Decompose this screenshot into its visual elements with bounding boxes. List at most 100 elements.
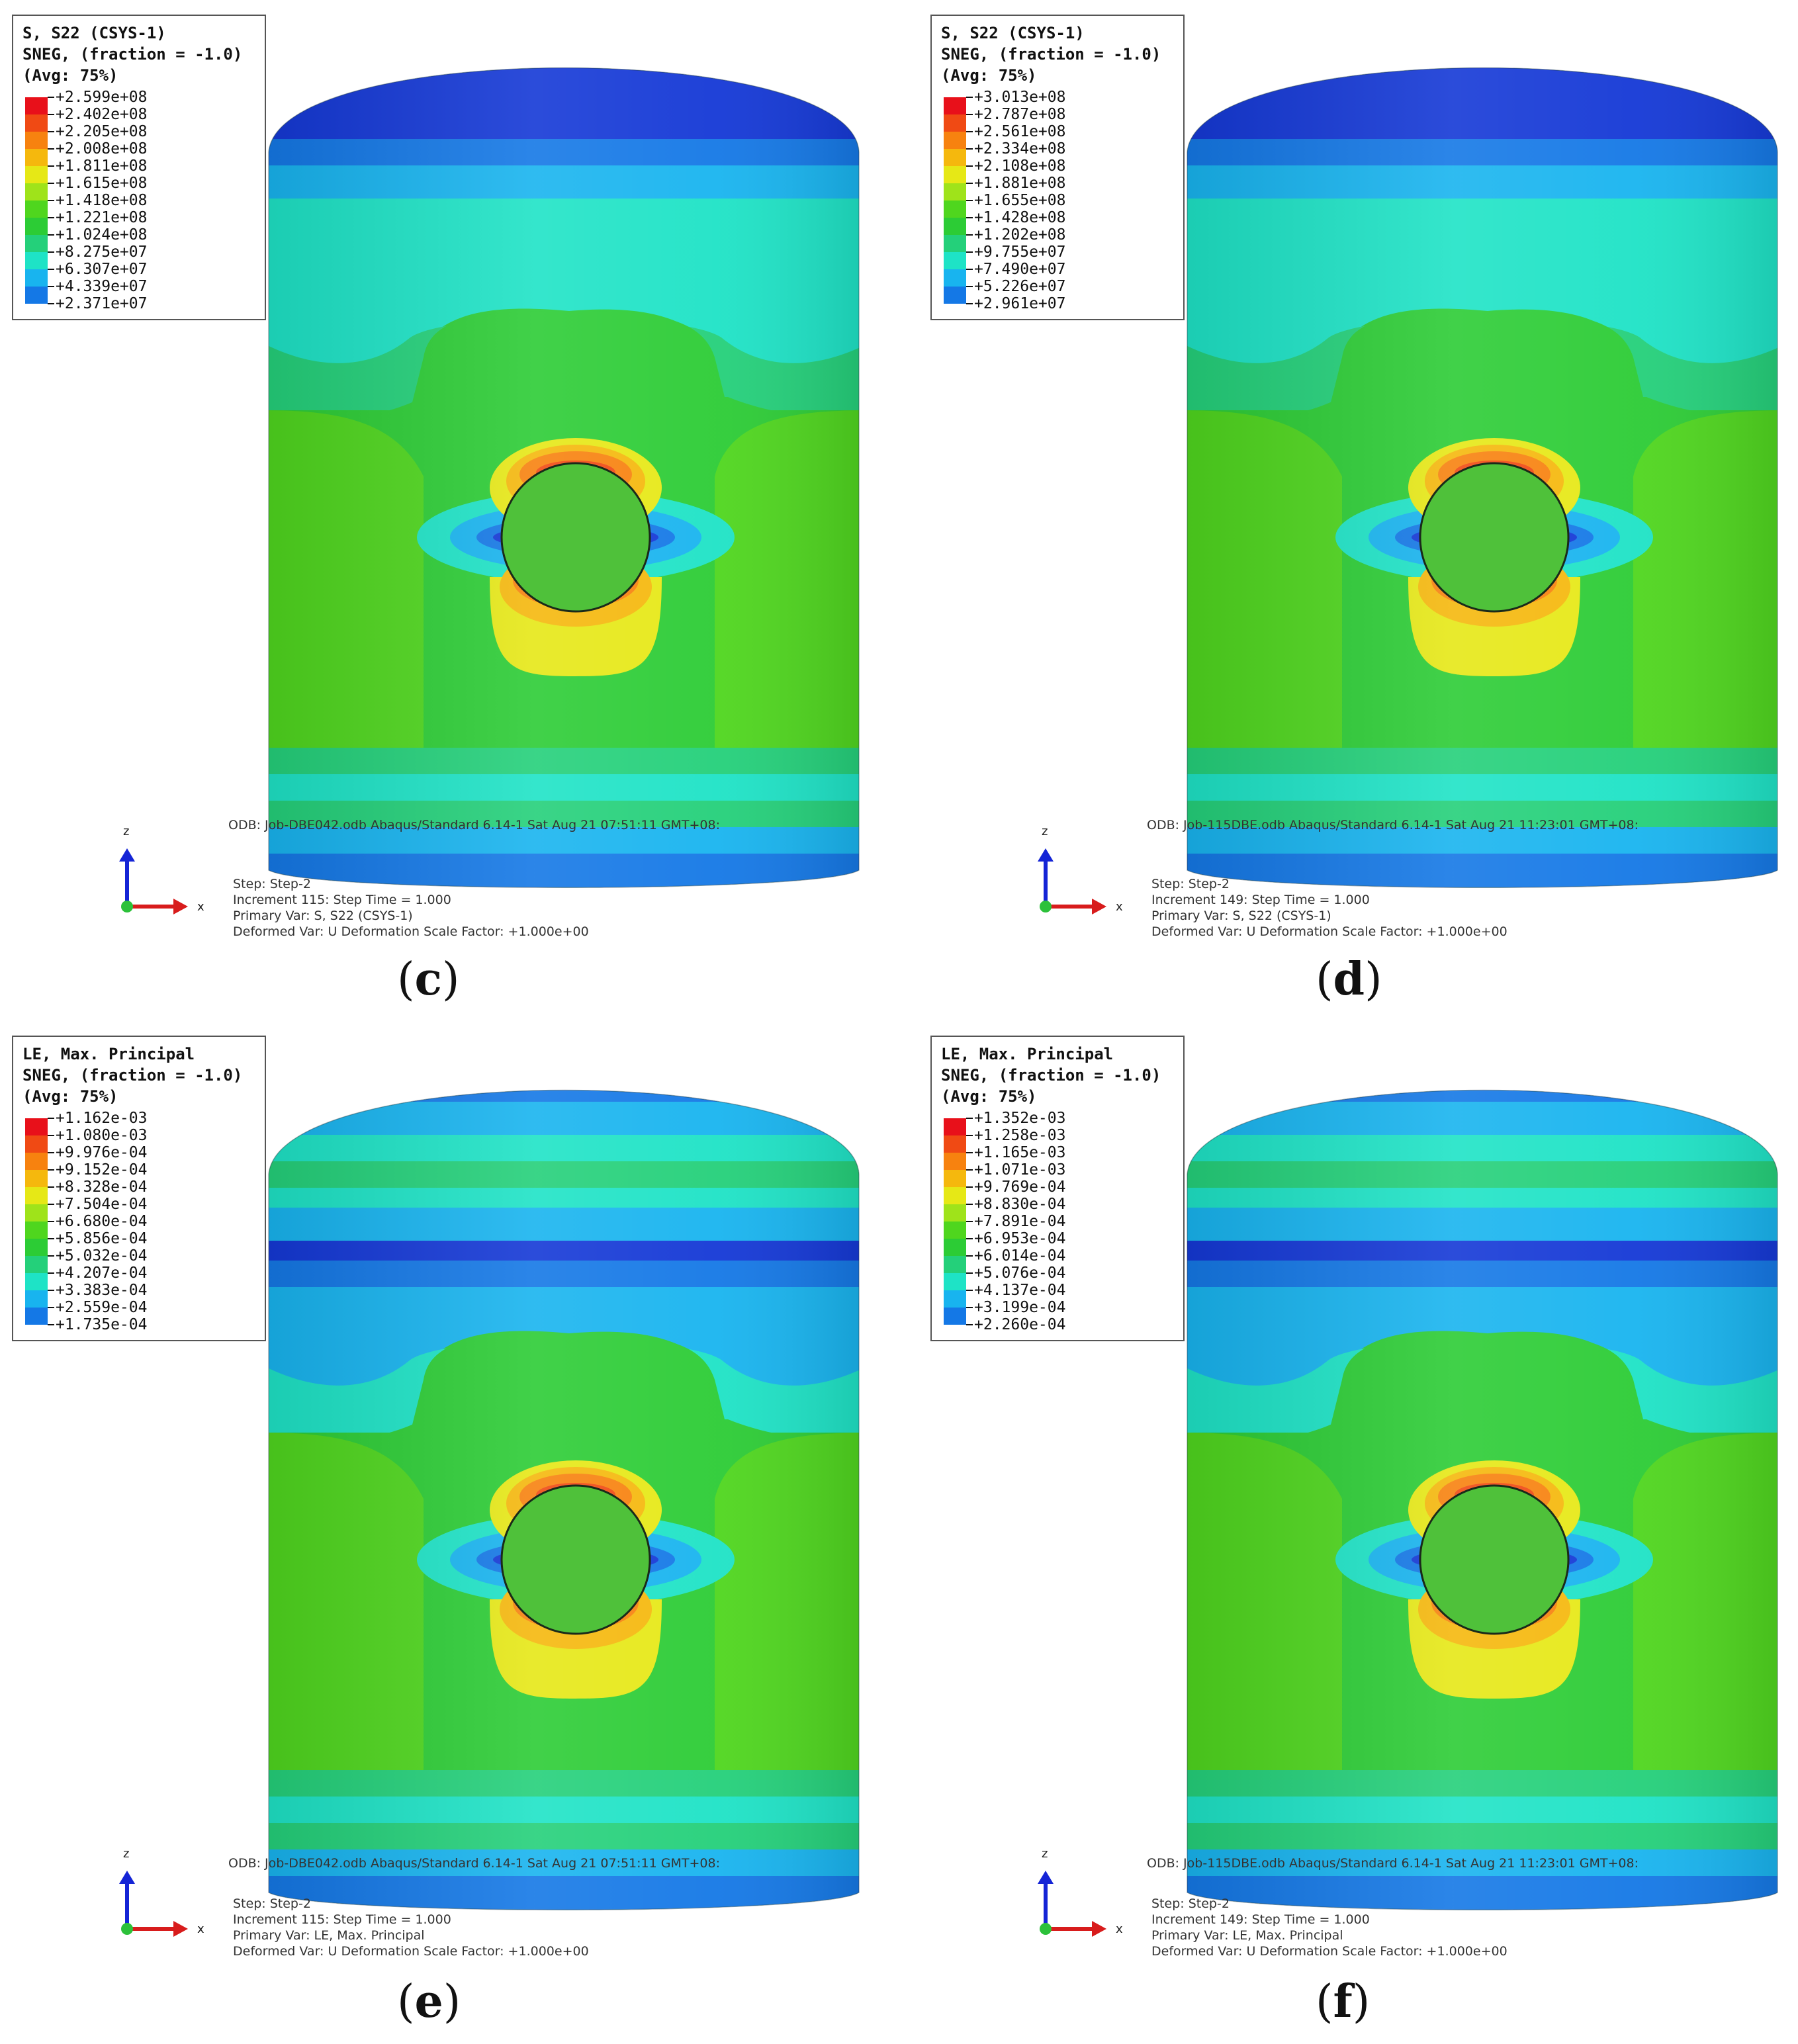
legend-value: +1.428e+08: [974, 209, 1066, 226]
legend-value: +5.032e-04: [56, 1247, 148, 1265]
legend-row: +3.383e-04: [22, 1282, 255, 1308]
nozzle-opening: [1419, 1484, 1570, 1635]
legend-value: +2.260e-04: [974, 1316, 1066, 1333]
legend-swatch: [944, 183, 966, 200]
legend-value: +1.162e-03: [56, 1110, 148, 1127]
legend-swatch: [944, 149, 966, 166]
legend-swatch: [944, 200, 966, 218]
legend-row: +1.655e+08: [941, 192, 1174, 218]
step-info-line: Primary Var: S, S22 (CSYS-1): [1151, 909, 1331, 923]
legend-value: +7.504e-04: [56, 1196, 148, 1213]
legend-swatch: [25, 1290, 48, 1308]
legend-value: +1.258e-03: [974, 1127, 1066, 1144]
legend-row: +4.207e-04: [22, 1265, 255, 1290]
legend-row: +1.881e+08: [941, 175, 1174, 200]
axis-triad: zx: [119, 824, 204, 914]
legend-value: +3.013e+08: [974, 89, 1066, 106]
legend-swatch: [944, 1256, 966, 1273]
legend-swatch: [25, 1135, 48, 1153]
legend-swatch: [25, 252, 48, 269]
legend-value: +9.755e+07: [974, 244, 1066, 261]
legend-row: +9.755e+07: [941, 244, 1174, 269]
step-info-line: Step: Step-2: [233, 1896, 311, 1911]
legend-value: +4.137e-04: [974, 1282, 1066, 1299]
legend-swatch: [944, 1153, 966, 1170]
axis-x-label: x: [197, 900, 204, 914]
legend-title-line-3: (Avg: 75%): [941, 1087, 1037, 1106]
step-info-line: Increment 149: Step Time = 1.000: [1151, 893, 1370, 907]
legend-value: +1.202e+08: [974, 226, 1066, 244]
step-info-line: Step: Step-2: [1151, 877, 1230, 891]
legend-value: +2.559e-04: [56, 1299, 148, 1316]
legend-row: +1.615e+08: [22, 175, 255, 200]
step-info-line: Primary Var: S, S22 (CSYS-1): [233, 909, 413, 923]
legend-row: +2.961e+07: [941, 295, 1174, 312]
legend-value: +2.961e+07: [974, 295, 1066, 312]
legend-row: +2.371e+07: [22, 295, 255, 312]
legend-swatch: [944, 1290, 966, 1308]
legend-row: +1.202e+08: [941, 226, 1174, 252]
legend-swatch: [944, 1170, 966, 1187]
legend-row: +2.008e+08: [22, 140, 255, 166]
contour-legend: S, S22 (CSYS-1) SNEG, (fraction = -1.0) (A…: [930, 15, 1185, 320]
legend-value: +1.080e-03: [56, 1127, 148, 1144]
legend-value: +1.024e+08: [56, 226, 148, 244]
contour-legend: S, S22 (CSYS-1) SNEG, (fraction = -1.0) (A…: [12, 15, 266, 320]
legend-value: +2.787e+08: [974, 106, 1066, 123]
legend-row: +3.013e+08: [941, 89, 1174, 114]
legend-row: +2.108e+08: [941, 157, 1174, 183]
legend-row: +7.504e-04: [22, 1196, 255, 1222]
step-info: Step: Step-2 Increment 115: Step Time = 1…: [233, 876, 589, 940]
legend-swatch: [944, 287, 966, 304]
legend-row: +5.032e-04: [22, 1247, 255, 1273]
legend-value: +2.334e+08: [974, 140, 1066, 157]
step-info-line: Deformed Var: U Deformation Scale Factor…: [1151, 1944, 1507, 1959]
panel-label: (f): [1316, 1975, 1371, 2028]
legend-value: +2.008e+08: [56, 140, 148, 157]
legend-swatch: [25, 200, 48, 218]
nozzle-opening: [500, 1484, 651, 1635]
legend-title-line-1: S, S22 (CSYS-1): [941, 24, 1085, 42]
legend-value: +5.076e-04: [974, 1265, 1066, 1282]
legend-swatch: [25, 1256, 48, 1273]
legend-swatch: [25, 183, 48, 200]
legend-row: +1.418e+08: [22, 192, 255, 218]
legend-title-line-1: S, S22 (CSYS-1): [22, 24, 166, 42]
legend-value: +1.352e-03: [974, 1110, 1066, 1127]
legend-value: +1.735e-04: [56, 1316, 148, 1333]
legend-value: +2.371e+07: [56, 295, 148, 312]
legend-swatch: [25, 1170, 48, 1187]
legend-title-line-3: (Avg: 75%): [22, 1087, 118, 1106]
vessel-outline: [268, 67, 860, 888]
legend-row: +2.334e+08: [941, 140, 1174, 166]
legend-row: +1.071e-03: [941, 1161, 1174, 1187]
legend-value: +1.418e+08: [56, 192, 148, 209]
step-info-line: Primary Var: LE, Max. Principal: [233, 1928, 425, 1943]
legend-swatch: [944, 114, 966, 132]
legend-row: +6.680e-04: [22, 1213, 255, 1239]
legend-value: +3.199e-04: [974, 1299, 1066, 1316]
step-info-line: Step: Step-2: [1151, 1896, 1230, 1911]
vessel-outline: [1187, 67, 1778, 888]
legend-value: +3.383e-04: [56, 1282, 148, 1299]
step-info-line: Step: Step-2: [233, 877, 311, 891]
legend-value: +5.226e+07: [974, 278, 1066, 295]
legend-swatch: [944, 1118, 966, 1135]
panel-label: (d): [1316, 953, 1382, 1006]
panel-label: (e): [397, 1975, 461, 2028]
vessel-outline: [1187, 1089, 1778, 1910]
panel-c: z x S, S22 (CSYS-1) SNEG, (fraction = -1.0)…: [0, 0, 899, 1022]
legend-row: +1.811e+08: [22, 157, 255, 183]
legend-row: +4.137e-04: [941, 1282, 1174, 1308]
legend-swatch: [25, 97, 48, 114]
legend-value: +2.205e+08: [56, 123, 148, 140]
legend-row: +2.205e+08: [22, 123, 255, 149]
legend-value: +2.561e+08: [974, 123, 1066, 140]
legend-swatch: [25, 1187, 48, 1204]
legend-swatch: [944, 1187, 966, 1204]
legend-row: +2.599e+08: [22, 89, 255, 114]
axis-triad: zx: [1038, 824, 1123, 914]
legend-swatch: [25, 149, 48, 166]
legend-value: +8.275e+07: [56, 244, 148, 261]
odb-info-line: ODB: Job-DBE042.odb Abaqus/Standard 6.14…: [228, 818, 720, 832]
